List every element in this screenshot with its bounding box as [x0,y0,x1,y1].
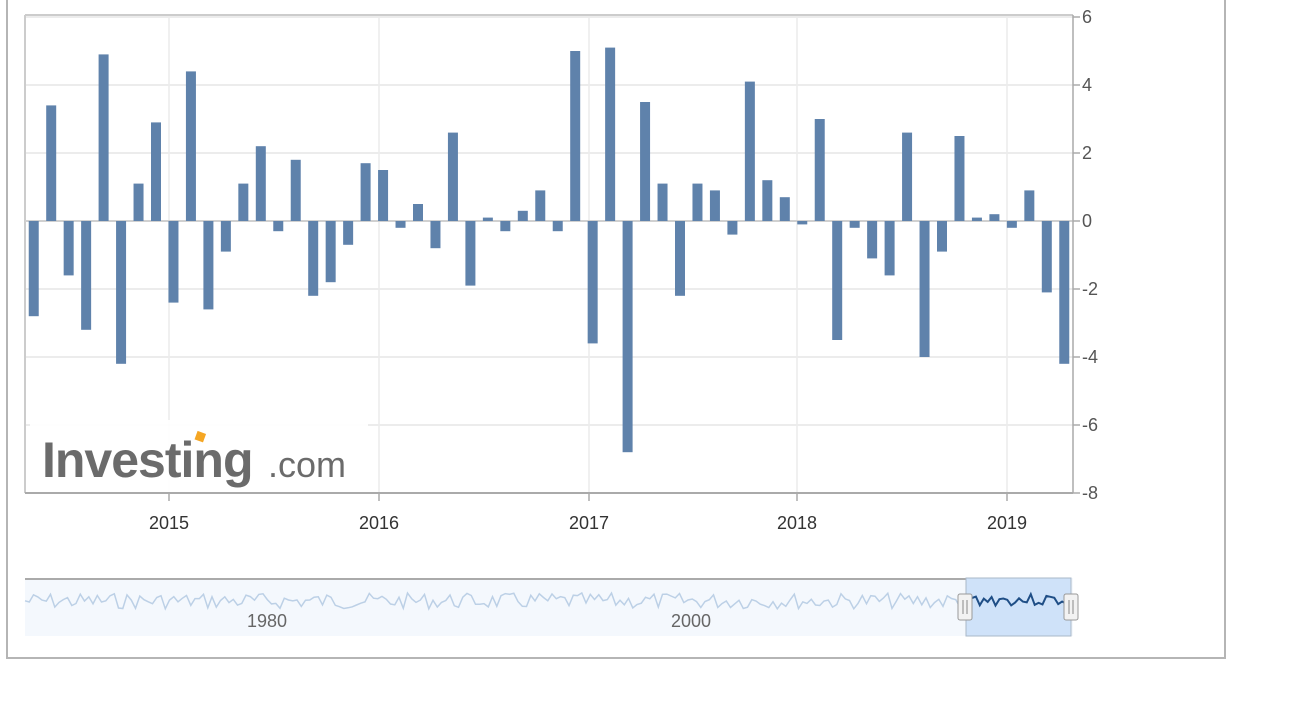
y-tick-label: 2 [1082,143,1092,163]
bar[interactable] [28,221,39,317]
bar[interactable] [116,221,127,364]
y-tick-label: -8 [1082,483,1098,503]
bar[interactable] [238,183,249,221]
watermark-logo: Investing .com [30,420,368,492]
y-tick-label: 6 [1082,7,1092,27]
bar[interactable] [168,221,179,303]
navigator-selected-series [971,591,1067,608]
bar[interactable] [692,183,703,221]
navigator[interactable]: 1980 2000 [24,577,1079,637]
bar[interactable] [954,136,965,221]
bar[interactable] [413,204,423,221]
bar[interactable] [482,217,493,221]
bar[interactable] [675,221,685,296]
bar[interactable] [640,102,651,221]
y-tick-label: 0 [1082,211,1092,231]
bar[interactable] [989,214,1000,221]
bar[interactable] [1024,190,1035,221]
x-tick-label: 2016 [359,513,399,533]
bar[interactable] [1059,221,1070,364]
bar[interactable] [709,190,720,221]
bar[interactable] [867,221,878,259]
bar[interactable] [273,221,284,232]
navigator-left-handle[interactable] [957,593,973,621]
navigator-series [24,591,961,611]
bar[interactable] [744,81,755,221]
bar[interactable] [220,221,231,252]
bar[interactable] [46,105,57,221]
x-tick-label: 2017 [569,513,609,533]
bars-layer [28,47,1070,453]
bar[interactable] [657,183,668,221]
bar[interactable] [814,119,825,221]
bar[interactable] [779,197,790,221]
bar[interactable] [325,221,336,283]
bar[interactable] [465,221,476,286]
y-tick-label: -4 [1082,347,1098,367]
bar[interactable] [552,221,563,232]
bar[interactable] [98,54,109,222]
x-axis: 2015 2016 2017 2018 2019 [25,492,1073,533]
bar[interactable] [797,221,808,225]
bar[interactable] [500,221,511,232]
navigator-selection[interactable] [965,577,1072,637]
bar[interactable] [395,221,406,228]
bar[interactable] [902,132,913,221]
plot-area [25,16,1073,493]
bar[interactable] [308,221,319,296]
bar[interactable] [832,221,843,340]
bar[interactable] [343,221,354,245]
y-tick-label: -2 [1082,279,1098,299]
bar[interactable] [849,221,860,228]
bar[interactable] [587,221,598,344]
bar[interactable] [919,221,930,357]
y-axis: 6 4 2 0 -2 -4 -6 -8 [1072,7,1098,503]
watermark-brand: Investing [42,432,252,488]
navigator-track [25,578,1073,636]
watermark-suffix: .com [268,444,346,485]
bar[interactable] [63,221,74,276]
bar[interactable] [133,183,144,221]
bar[interactable] [360,163,371,221]
bar[interactable] [517,210,528,221]
bar[interactable] [151,122,161,221]
y-tick-label: 4 [1082,75,1092,95]
watermark-accent [194,430,207,443]
bar[interactable] [535,190,546,221]
bar[interactable] [884,221,895,276]
bar[interactable] [727,221,738,235]
navigator-label: 1980 [247,611,287,631]
bar[interactable] [1041,221,1052,293]
bar[interactable] [255,146,266,221]
bar[interactable] [185,71,196,222]
bar[interactable] [971,217,982,221]
bar[interactable] [762,180,773,221]
y-tick-label: -6 [1082,415,1098,435]
bar[interactable] [447,132,458,221]
navigator-right-handle[interactable] [1063,593,1079,621]
bar[interactable] [937,221,947,252]
bar[interactable] [81,221,92,330]
bar[interactable] [430,221,441,249]
x-tick-label: 2015 [149,513,189,533]
bar[interactable] [1006,221,1017,228]
navigator-label: 2000 [671,611,711,631]
bar[interactable] [203,221,214,310]
bar[interactable] [290,159,301,221]
bar[interactable] [605,47,616,221]
bar[interactable] [622,221,633,453]
bar[interactable] [378,170,389,221]
bar[interactable] [570,51,581,221]
x-tick-label: 2019 [987,513,1027,533]
x-tick-label: 2018 [777,513,817,533]
